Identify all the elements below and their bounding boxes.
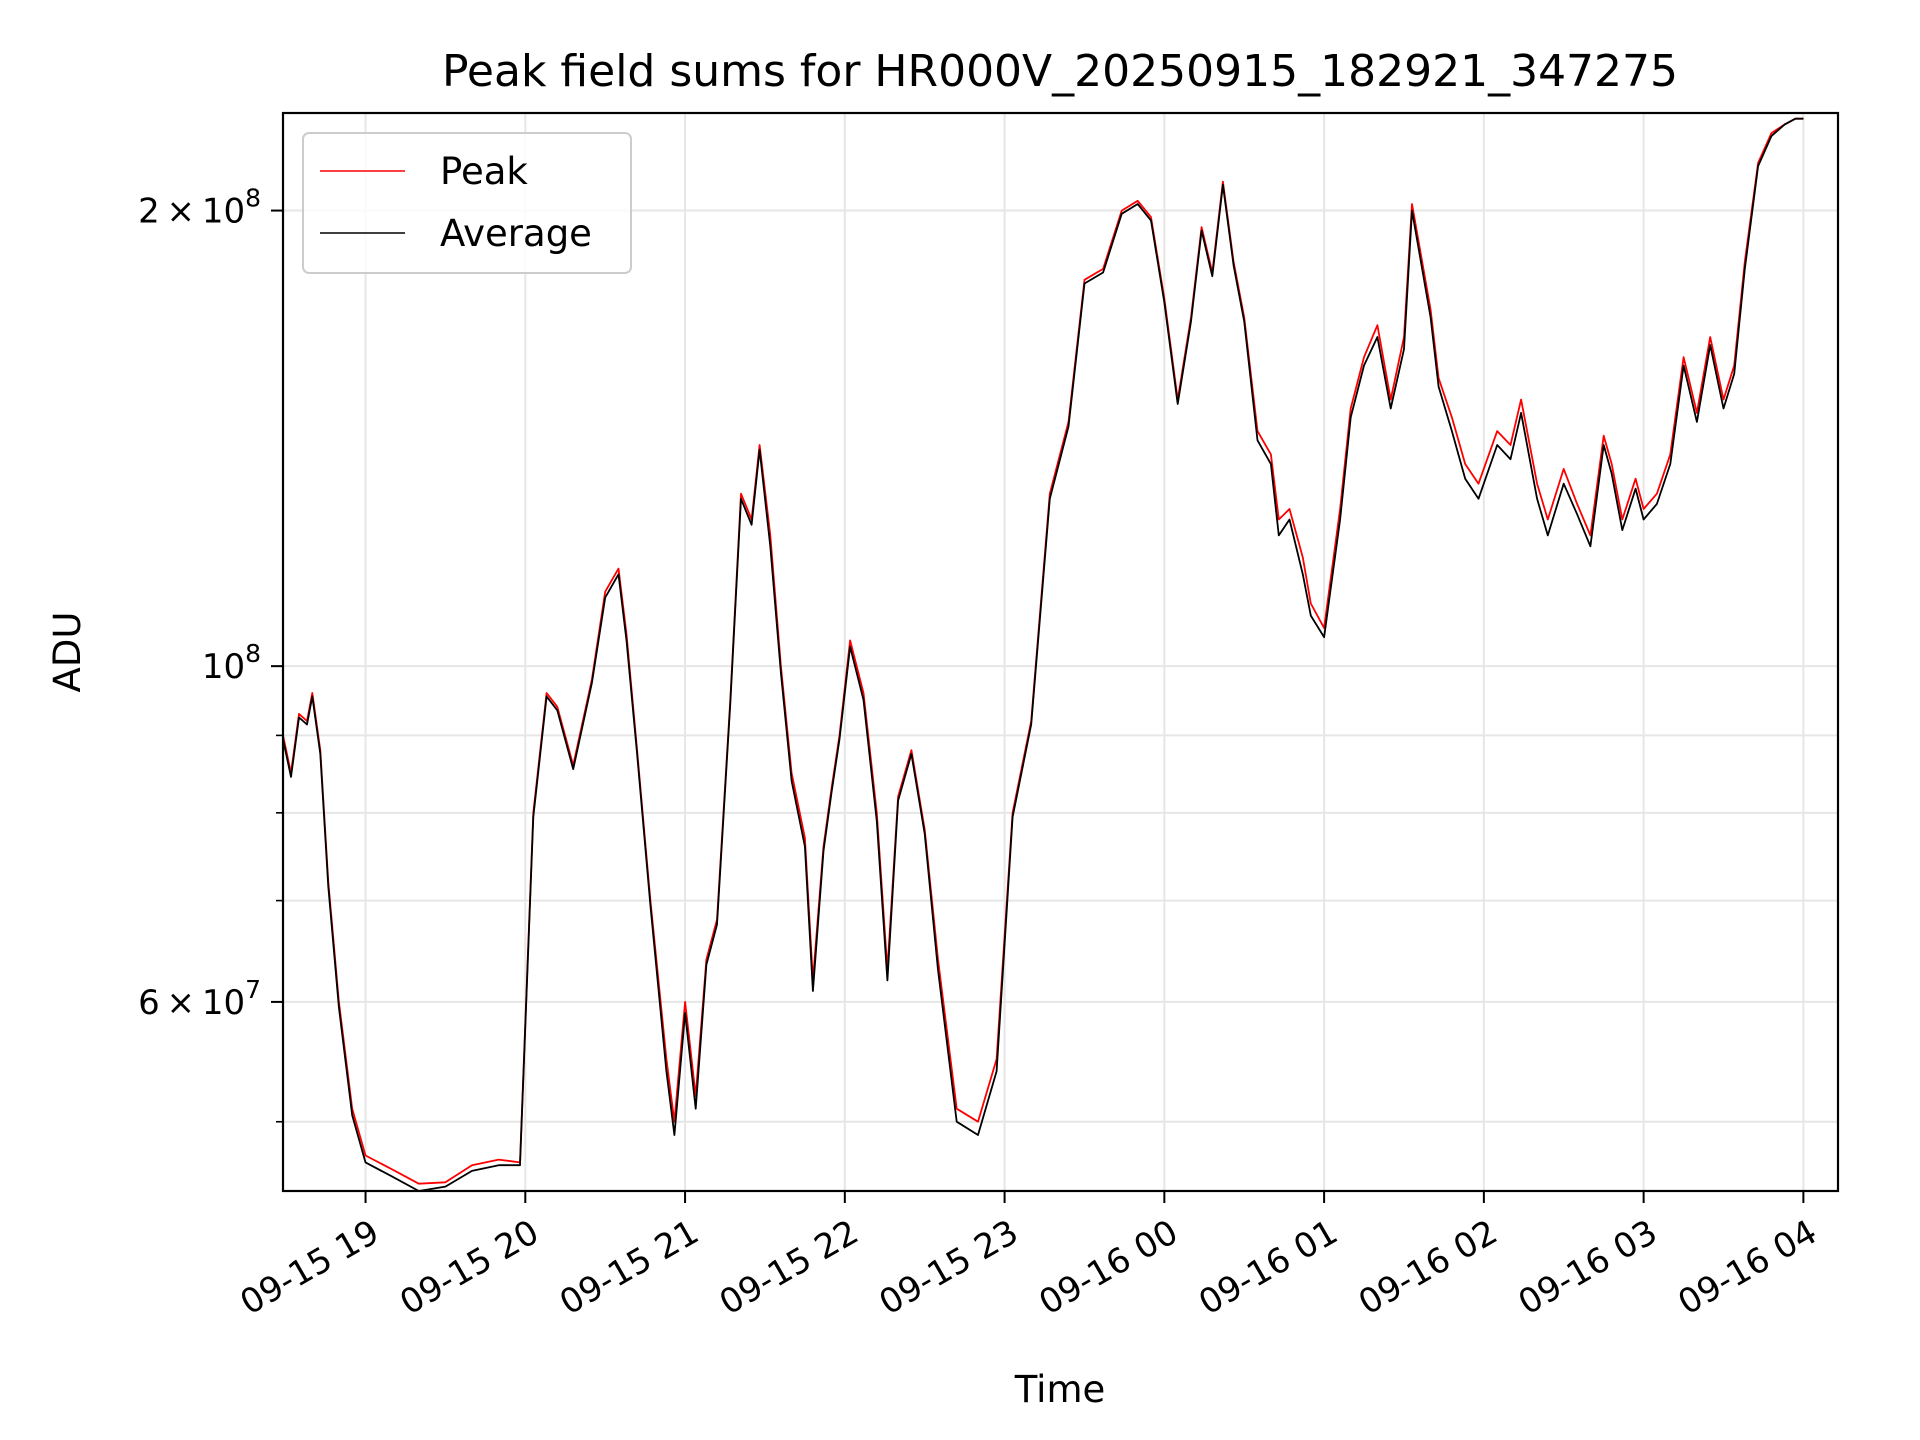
grid: [283, 113, 1838, 1191]
legend-label-peak: Peak: [440, 150, 528, 193]
y-axis-ticks: 6 × 107 108 2 × 108: [138, 184, 283, 1123]
chart-title: Peak field sums for HR000V_20250915_1829…: [442, 46, 1678, 97]
y-tick-label: 2 × 108: [138, 184, 261, 232]
legend: Peak Average: [302, 132, 632, 274]
series-layer: [283, 117, 1804, 1191]
y-tick-label: 108: [202, 639, 261, 687]
x-axis-label: Time: [1014, 1368, 1106, 1411]
legend-box: [302, 132, 632, 274]
y-tick-label: 6 × 107: [138, 975, 261, 1023]
legend-label-average: Average: [440, 212, 592, 255]
series-line-average: [283, 117, 1804, 1191]
plot-frame: [281, 111, 1840, 1193]
y-axis-label: ADU: [46, 612, 89, 693]
